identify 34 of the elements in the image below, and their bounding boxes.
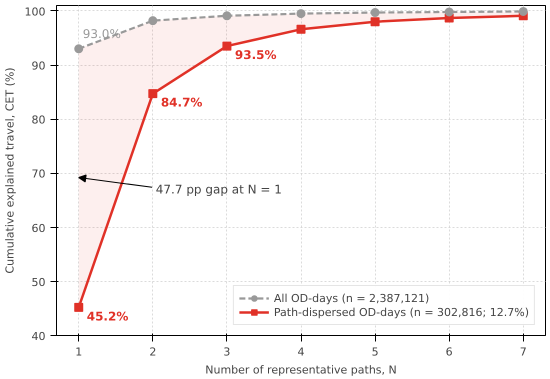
y-tick-label: 70 <box>32 168 46 181</box>
x-tick-label: 7 <box>520 346 527 358</box>
point <box>148 16 158 26</box>
legend-label: All OD-days (n = 2,387,121) <box>274 291 430 305</box>
y-tick-label: 40 <box>32 330 46 343</box>
point <box>74 44 84 54</box>
x-tick-label: 4 <box>298 346 304 358</box>
data-label: 93.5% <box>234 48 277 62</box>
data-label: 45.2% <box>86 309 128 324</box>
point <box>518 6 528 16</box>
x-tick-label: 5 <box>372 346 379 358</box>
x-tick-label: 2 <box>149 346 156 358</box>
point <box>444 8 454 16</box>
y-tick-label: 90 <box>32 60 46 73</box>
point <box>222 11 232 20</box>
point <box>370 17 380 26</box>
point <box>74 302 84 312</box>
annotation: 47.7 pp gap at N = 1 <box>156 182 282 196</box>
y-tick-label: 100 <box>24 5 46 18</box>
y-tick-label: 60 <box>32 222 46 235</box>
point <box>222 42 232 51</box>
y-tick-label: 50 <box>32 276 46 289</box>
point <box>148 89 158 98</box>
x-axis-title: Number of representative paths, N <box>205 364 397 376</box>
data-label: 84.7% <box>160 96 202 110</box>
x-tick-label: 6 <box>446 346 453 358</box>
x-tick-label: 3 <box>223 346 230 358</box>
point <box>296 9 306 18</box>
point <box>296 24 306 34</box>
y-axis-title: Cumulative explained travel, CET (%) <box>4 67 17 274</box>
y-tick-label: 80 <box>32 114 46 127</box>
point <box>370 8 380 18</box>
legend-label: Path-dispersed OD-days (n = 302,816; 12.7%) <box>274 305 529 319</box>
x-tick-label: 1 <box>75 346 82 358</box>
